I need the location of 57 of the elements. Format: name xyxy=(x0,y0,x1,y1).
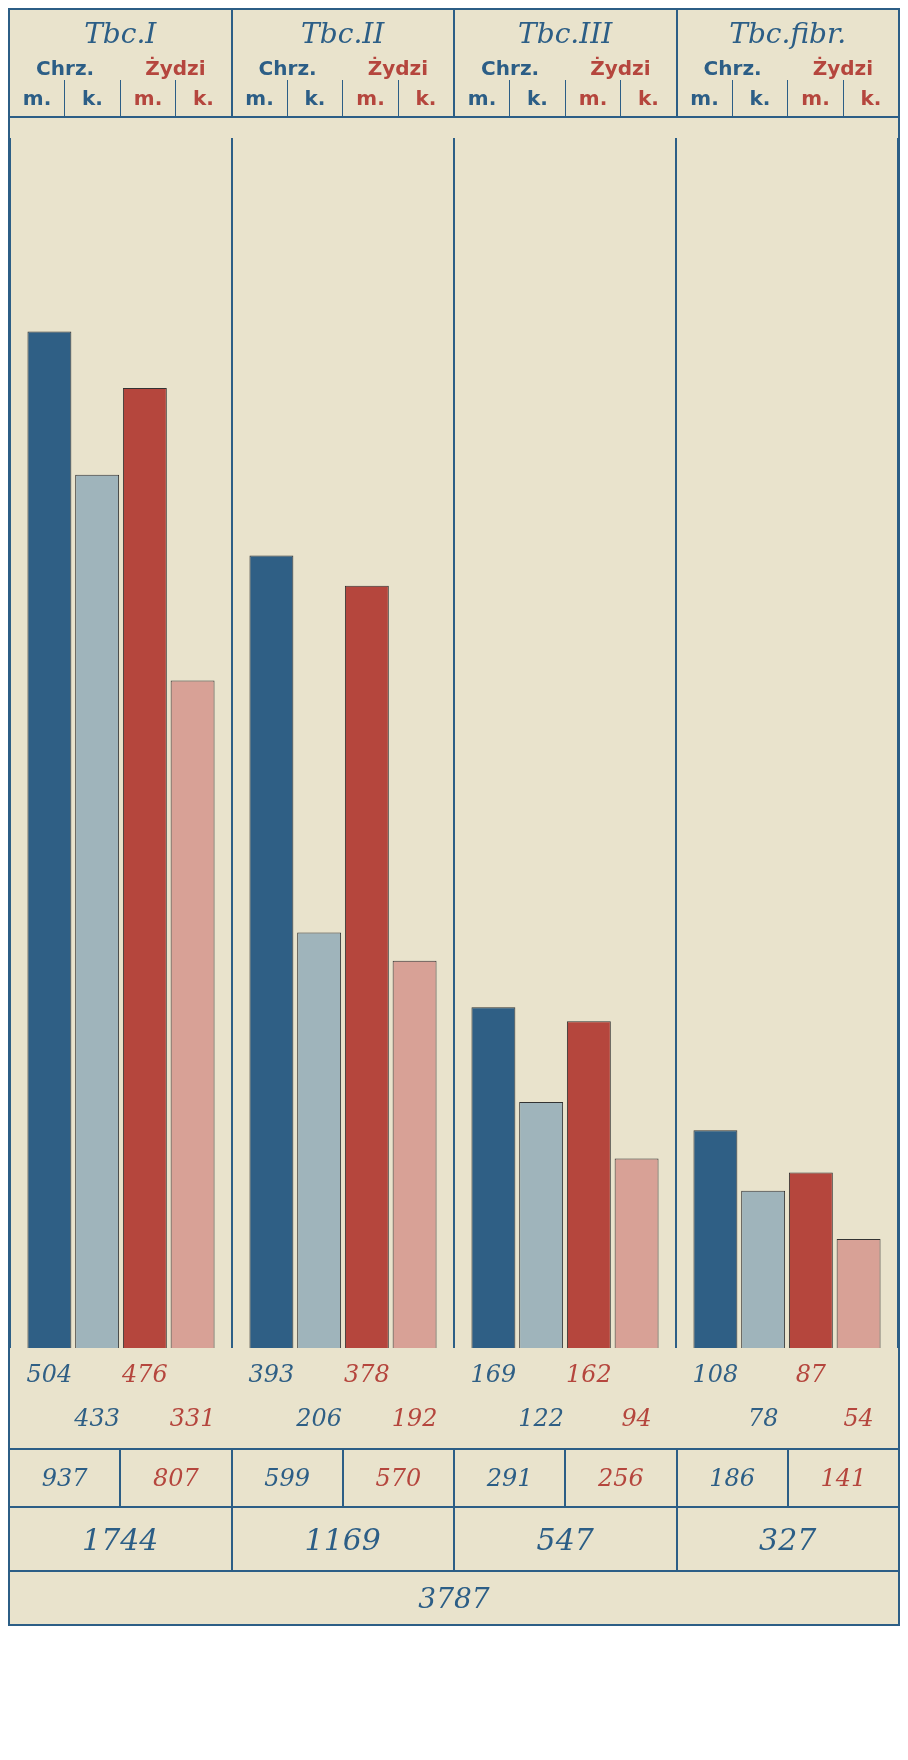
text: 327 xyxy=(676,1507,899,1571)
data-label: 122 xyxy=(518,1404,564,1433)
text: m. xyxy=(467,86,497,110)
text: m. xyxy=(690,86,719,110)
text: k. xyxy=(304,86,326,110)
data-label: 78 xyxy=(747,1404,779,1433)
data-label: 169 xyxy=(470,1360,517,1389)
data-label: 433 xyxy=(73,1404,120,1433)
text: 807 xyxy=(120,1449,232,1507)
data-label: 476 xyxy=(121,1360,168,1389)
text: k. xyxy=(64,80,121,117)
text: Żydzi xyxy=(812,56,874,80)
text: Żydzi xyxy=(120,56,232,80)
data-label: 94 xyxy=(621,1404,652,1433)
text: m. xyxy=(133,86,163,110)
data-label: 504 xyxy=(26,1360,73,1389)
x-tick-label: Tbc.I xyxy=(9,9,232,56)
text: k. xyxy=(526,86,548,110)
text: 256 xyxy=(565,1449,677,1507)
text: m. xyxy=(9,80,65,117)
data-label: 162 xyxy=(566,1360,612,1389)
data-label: 192 xyxy=(391,1404,438,1433)
text: m. xyxy=(245,86,274,110)
text: k. xyxy=(415,86,437,110)
text: m. xyxy=(356,86,385,110)
text: 1744 xyxy=(9,1507,232,1571)
text: Żydzi xyxy=(367,56,429,80)
text: Chrz. xyxy=(703,56,762,80)
x-tick-label: Tbc.II xyxy=(231,9,454,56)
text: Żydzi xyxy=(590,56,651,80)
text: 937 xyxy=(9,1449,121,1507)
text: m. xyxy=(801,86,830,110)
text: 599 xyxy=(231,1449,343,1507)
data-label: 87 xyxy=(795,1360,827,1389)
text: k. xyxy=(749,86,771,110)
text: 547 xyxy=(454,1507,677,1571)
text: 186 xyxy=(676,1449,788,1507)
data-label: 108 xyxy=(692,1360,739,1389)
text: Chrz. xyxy=(481,56,540,80)
text: k. xyxy=(860,86,882,110)
text: Chrz. xyxy=(258,56,317,80)
text: 570 xyxy=(342,1449,454,1507)
text: m. xyxy=(578,86,608,110)
x-tick-label: Tbc.III xyxy=(454,9,677,56)
text: 3787 xyxy=(9,1571,899,1625)
data-label: 331 xyxy=(169,1404,216,1433)
data-label: 54 xyxy=(843,1404,874,1433)
text: 141 xyxy=(787,1449,899,1507)
data-label: 206 xyxy=(295,1404,342,1433)
text: k. xyxy=(192,86,214,110)
data-label: 378 xyxy=(344,1360,390,1389)
text: k. xyxy=(637,86,659,110)
text: 291 xyxy=(454,1449,566,1507)
x-tick-label: Tbc.fibr. xyxy=(676,9,899,56)
data-label: 393 xyxy=(248,1360,295,1389)
text: Chrz. xyxy=(9,56,121,80)
text: 1169 xyxy=(231,1507,454,1571)
